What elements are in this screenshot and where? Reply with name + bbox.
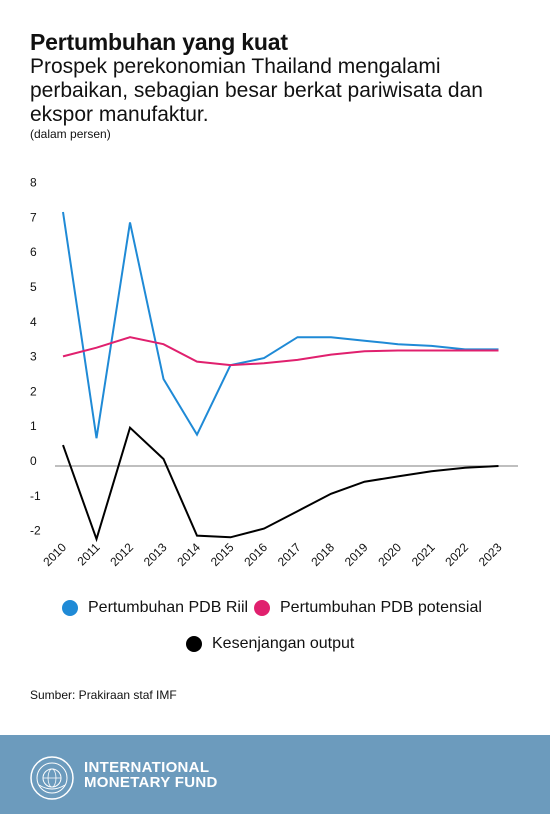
- legend-swatch-blue: [62, 600, 78, 616]
- y-tick-label: 1: [30, 419, 37, 433]
- legend-item-potential-gdp: Pertumbuhan PDB potensial: [254, 599, 482, 617]
- series-line-1: [62, 211, 499, 439]
- y-tick-label: 7: [30, 210, 37, 224]
- x-tick-label: 2019: [342, 540, 371, 569]
- y-tick-label: 5: [30, 280, 37, 294]
- org-line-1: INTERNATIONAL: [84, 759, 210, 776]
- x-tick-label: 2016: [241, 540, 270, 569]
- x-tick-label: 2020: [375, 540, 404, 569]
- chart-subtitle: Prospek perekonomian Thailand mengalami …: [30, 55, 483, 126]
- legend-label: Kesenjangan output: [212, 635, 355, 652]
- x-tick-label: 2023: [476, 540, 505, 569]
- legend-item-output-gap: Kesenjangan output: [186, 635, 354, 653]
- legend-label: Pertumbuhan PDB potensial: [280, 599, 482, 616]
- y-tick-label: 6: [30, 245, 37, 259]
- imf-wordmark[interactable]: INTERNATIONAL MONETARY FUND: [84, 760, 218, 790]
- y-tick-label: 4: [30, 315, 37, 329]
- legend-label: Pertumbuhan PDB Riil: [88, 599, 249, 616]
- footer-bar: INTERNATIONAL MONETARY FUND: [0, 735, 550, 814]
- x-tick-label: 2012: [107, 540, 136, 569]
- x-tick-label: 2017: [275, 540, 304, 569]
- x-tick-label: 2014: [174, 540, 203, 569]
- x-tick-label: 2022: [442, 540, 471, 569]
- x-tick-label: 2021: [409, 540, 438, 569]
- y-tick-label: -1: [30, 489, 41, 503]
- series-line-3: [62, 425, 499, 543]
- y-tick-label: 8: [30, 176, 37, 190]
- x-tick-label: 2011: [74, 540, 102, 568]
- x-tick-label: 2010: [40, 540, 69, 569]
- y-tick-label: -2: [30, 524, 41, 538]
- x-tick-label: 2018: [308, 540, 337, 569]
- series-line-2: [62, 336, 499, 367]
- org-line-2: MONETARY FUND: [84, 774, 218, 791]
- x-tick-label: 2013: [141, 540, 170, 569]
- legend-swatch-pink: [254, 600, 270, 616]
- units-note: (dalam persen): [30, 127, 111, 141]
- legend-item-real-gdp: Pertumbuhan PDB Riil: [62, 599, 248, 617]
- y-tick-label: 3: [30, 350, 37, 364]
- imf-seal-logo: [30, 756, 74, 800]
- y-tick-label: 0: [30, 454, 37, 468]
- y-tick-label: 2: [30, 384, 37, 398]
- x-tick-label: 2015: [208, 540, 237, 569]
- legend-swatch-black: [186, 636, 202, 652]
- chart-title: Pertumbuhan yang kuat: [30, 29, 288, 55]
- source-note: Sumber: Prakiraan staf IMF: [30, 688, 177, 702]
